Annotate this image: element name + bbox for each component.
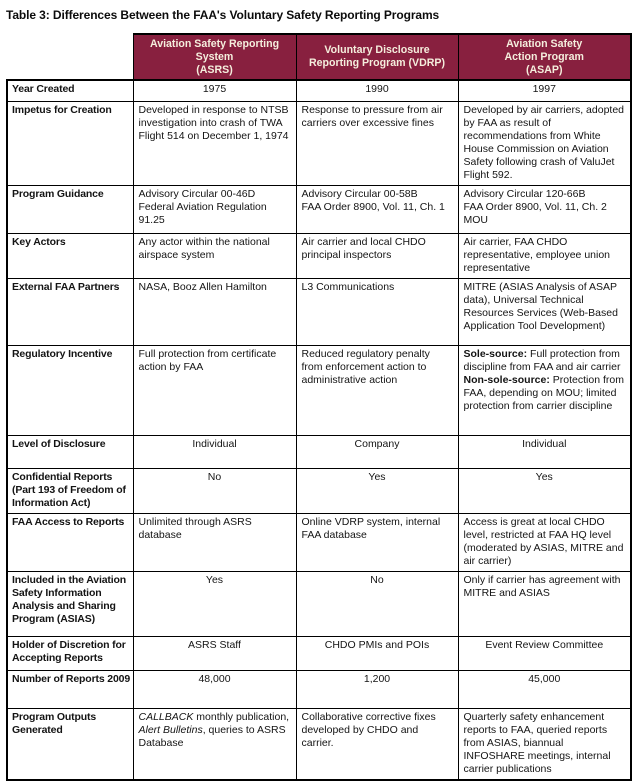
data-cell: 48,000	[132, 669, 297, 709]
data-cell: Air carrier and local CHDO principal ins…	[295, 232, 459, 279]
data-cell: NASA, Booz Allen Hamilton	[132, 277, 297, 346]
text-segment: Protection from FAA, depending on MOU; l…	[463, 373, 624, 412]
row-label: FAA Access to Reports	[6, 512, 134, 572]
row-label: Regulatory Incentive	[6, 344, 134, 436]
row-label: Program Guidance	[6, 184, 134, 234]
data-cell: CHDO PMIs and POIs	[295, 635, 459, 671]
data-cell: Quarterly safety enhancement reports to …	[457, 707, 632, 781]
row-label: Confidential Reports (Part 193 of Freedo…	[6, 467, 134, 514]
text-segment: CALLBACK	[138, 710, 194, 723]
row-label: Number of Reports 2009	[6, 669, 134, 709]
row-label: Program Outputs Generated	[6, 707, 134, 781]
text-segment: Sole-source:	[463, 347, 528, 360]
row-label: Level of Disclosure	[6, 434, 134, 469]
data-cell: No	[295, 570, 459, 637]
text-segment: , queries to ASRS Database	[138, 723, 286, 749]
column-header-asap: Aviation Safety Action Program (ASAP)	[457, 33, 632, 81]
data-cell: Full protection from certificate action …	[132, 344, 297, 436]
data-cell: Online VDRP system, internal FAA databas…	[295, 512, 459, 572]
data-cell: Response to pressure from air carriers o…	[295, 100, 459, 186]
data-cell: Advisory Circular 00-58B FAA Order 8900,…	[295, 184, 459, 234]
data-cell: Yes	[457, 467, 632, 514]
table-row: Included in the Aviation Safety Informat…	[6, 570, 632, 637]
data-cell: Only if carrier has agreement with MITRE…	[457, 570, 632, 637]
data-cell: CALLBACK monthly publication, Alert Bull…	[132, 707, 297, 781]
column-header-vdrp: Voluntary Disclosure Reporting Program (…	[295, 33, 459, 81]
data-cell: Individual	[457, 434, 632, 469]
text-segment: monthly publication,	[193, 710, 290, 723]
row-label: Year Created	[6, 79, 134, 102]
data-cell: MITRE (ASIAS Analysis of ASAP data), Uni…	[457, 277, 632, 346]
table-row: Key Actors Any actor within the national …	[6, 232, 632, 279]
corner-cell	[7, 34, 133, 80]
table-row: Year Created 1975 1990 1997	[6, 79, 632, 102]
row-label: Key Actors	[6, 232, 134, 279]
text-segment: Full protection from discipline from FAA…	[463, 347, 621, 373]
table-row: FAA Access to Reports Unlimited through A…	[6, 512, 632, 572]
row-label: Impetus for Creation	[6, 100, 134, 186]
table-row: External FAA Partners NASA, Booz Allen Ha…	[6, 277, 632, 346]
data-cell: Any actor within the national airspace s…	[132, 232, 297, 279]
data-cell: 1975	[132, 79, 297, 102]
table-row: Holder of Discretion for Accepting Repor…	[6, 635, 632, 671]
text-segment: Alert Bulletins	[138, 723, 203, 736]
data-cell: L3 Communications	[295, 277, 459, 346]
table-body: Year Created 1975 1990 1997 Impetus for Crea…	[6, 79, 632, 781]
table-row: Program Outputs Generated CALLBACK monthl…	[6, 707, 632, 781]
data-cell: ASRS Staff	[132, 635, 297, 671]
data-cell: Advisory Circular 120-66B FAA Order 8900…	[457, 184, 632, 234]
data-cell: 1997	[457, 79, 632, 102]
data-cell: Event Review Committee	[457, 635, 632, 671]
data-cell: 45,000	[457, 669, 632, 709]
data-cell: Air carrier, FAA CHDO representative, em…	[457, 232, 632, 279]
data-cell: Developed in response to NTSB investigat…	[132, 100, 297, 186]
header-row: Aviation Safety Reporting System (ASRS) …	[7, 33, 632, 81]
table-row: Impetus for Creation Developed in respons…	[6, 100, 632, 186]
table-row: Number of Reports 2009 48,000 1,200 45,000	[6, 669, 632, 709]
data-cell: Reduced regulatory penalty from enforcem…	[295, 344, 459, 436]
row-label: Included in the Aviation Safety Informat…	[6, 570, 134, 637]
table-row: Program Guidance Advisory Circular 00-46D…	[6, 184, 632, 234]
data-cell: Yes	[295, 467, 459, 514]
data-cell: 1990	[295, 79, 459, 102]
data-cell: Unlimited through ASRS database	[132, 512, 297, 572]
data-cell: Individual	[132, 434, 297, 469]
row-label: External FAA Partners	[6, 277, 134, 346]
table-row: Regulatory Incentive Full protection from…	[6, 344, 632, 436]
data-cell: Yes	[132, 570, 297, 637]
text-segment: Non-sole-source:	[463, 373, 550, 386]
column-header-asrs: Aviation Safety Reporting System (ASRS)	[132, 33, 297, 81]
comparison-table: Aviation Safety Reporting System (ASRS) …	[6, 33, 632, 781]
table-row: Level of Disclosure Individual Company Indi…	[6, 434, 632, 469]
table-row: Confidential Reports (Part 193 of Freedo…	[6, 467, 632, 514]
data-cell: Sole-source: Full protection from discip…	[457, 344, 632, 436]
data-cell: No	[132, 467, 297, 514]
data-cell: Advisory Circular 00-46D Federal Aviatio…	[132, 184, 297, 234]
data-cell: Company	[295, 434, 459, 469]
row-label: Holder of Discretion for Accepting Repor…	[6, 635, 134, 671]
data-cell: Collaborative corrective fixes developed…	[295, 707, 459, 781]
data-cell: Access is great at local CHDO level, res…	[457, 512, 632, 572]
data-cell: 1,200	[295, 669, 459, 709]
data-cell: Developed by air carriers, adopted by FA…	[457, 100, 632, 186]
table-title: Table 3: Differences Between the FAA's V…	[6, 8, 440, 22]
